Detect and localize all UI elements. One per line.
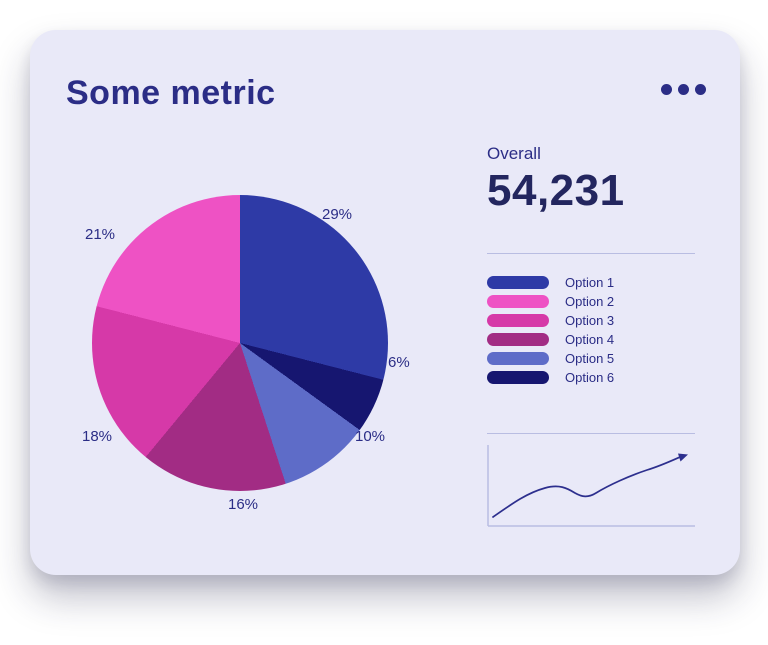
legend-swatch xyxy=(487,313,549,327)
ellipsis-dot xyxy=(695,84,706,95)
sparkline-line xyxy=(492,456,681,518)
legend-item[interactable]: Option 2 xyxy=(487,292,699,310)
legend-item[interactable]: Option 1 xyxy=(487,273,699,291)
legend-label: Option 4 xyxy=(565,331,615,347)
pie-chart-area: 29% 21% 18% 16% 10% 6% xyxy=(30,30,470,575)
legend-label: Option 6 xyxy=(565,369,615,385)
sparkline-chart xyxy=(487,443,697,533)
legend-label: Option 1 xyxy=(565,274,615,290)
legend-swatch xyxy=(487,370,549,384)
ellipsis-dot xyxy=(678,84,689,95)
divider xyxy=(487,253,695,254)
legend-item[interactable]: Option 6 xyxy=(487,368,699,386)
legend-item[interactable]: Option 4 xyxy=(487,330,699,348)
summary-panel: Overall 54,231 Option 1 Option 2 Option … xyxy=(487,30,699,575)
legend-swatch xyxy=(487,332,549,346)
sparkline-arrow-icon xyxy=(678,453,688,462)
sparkline-svg xyxy=(487,445,695,527)
legend-label: Option 3 xyxy=(565,312,615,328)
metric-card: Some metric 29% 21% 18% 16% 10% 6% Overa… xyxy=(30,30,740,575)
legend-item[interactable]: Option 5 xyxy=(487,349,699,367)
legend-label: Option 2 xyxy=(565,293,615,309)
pie-slice-label: 10% xyxy=(355,428,386,445)
pie-slice-label: 6% xyxy=(388,354,410,371)
pie-slice-label: 16% xyxy=(228,496,259,513)
ellipsis-menu-button[interactable] xyxy=(655,78,712,101)
legend-swatch xyxy=(487,294,549,308)
legend-swatch xyxy=(487,275,549,289)
legend-label: Option 5 xyxy=(565,350,615,366)
card-title: Some metric xyxy=(66,74,276,112)
legend-swatch xyxy=(487,351,549,365)
legend-item[interactable]: Option 3 xyxy=(487,311,699,329)
pie-chart[interactable] xyxy=(92,195,388,491)
ellipsis-dot xyxy=(661,84,672,95)
pie-slice-label: 18% xyxy=(82,428,113,445)
divider xyxy=(487,433,695,434)
pie-slice-label: 21% xyxy=(85,226,116,243)
pie-slice-label: 29% xyxy=(322,206,353,223)
overall-label: Overall xyxy=(487,144,541,163)
overall-value: 54,231 xyxy=(487,166,625,215)
legend: Option 1 Option 2 Option 3 Option 4 Opti… xyxy=(487,273,699,387)
